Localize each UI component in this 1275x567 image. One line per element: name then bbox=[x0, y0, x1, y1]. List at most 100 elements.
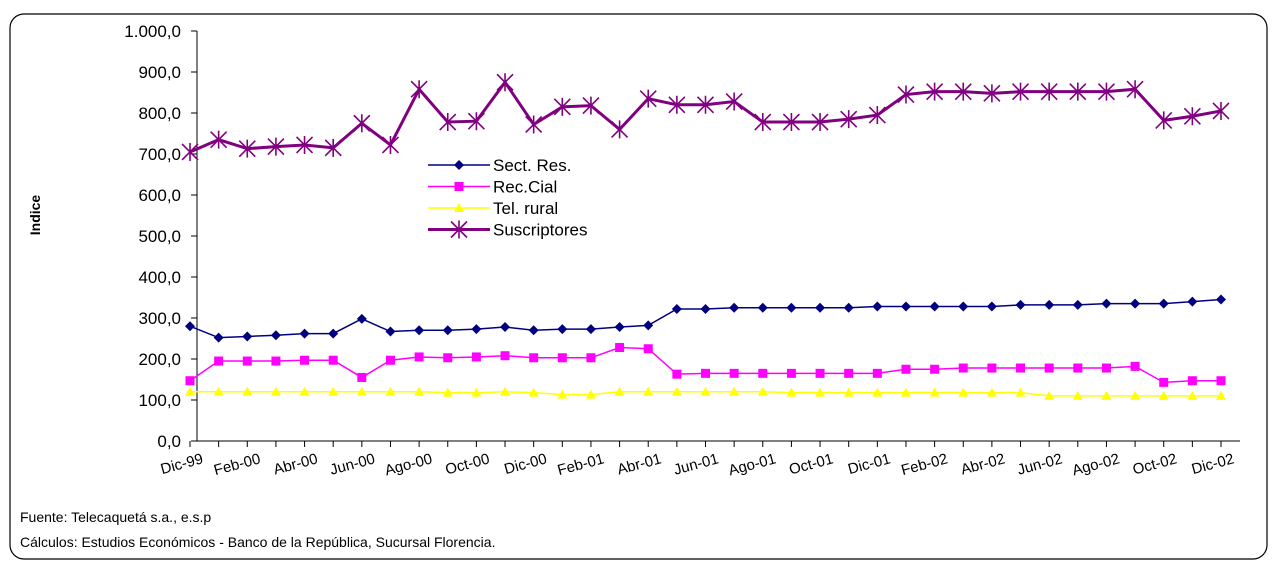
point bbox=[299, 386, 310, 396]
point bbox=[185, 376, 195, 386]
point bbox=[181, 142, 199, 161]
point bbox=[210, 130, 228, 149]
point bbox=[454, 182, 464, 191]
point bbox=[958, 387, 969, 397]
point bbox=[299, 328, 310, 339]
point bbox=[1015, 299, 1026, 310]
point bbox=[242, 386, 253, 396]
point bbox=[986, 387, 997, 397]
point bbox=[553, 97, 571, 116]
point bbox=[1073, 363, 1083, 373]
point bbox=[643, 344, 653, 354]
legend-label: Suscriptores bbox=[493, 221, 587, 240]
point bbox=[668, 95, 686, 114]
legend-label: Rec.Cial bbox=[493, 178, 557, 197]
point bbox=[1130, 298, 1141, 309]
point bbox=[1216, 390, 1226, 400]
point bbox=[414, 386, 425, 396]
point bbox=[585, 389, 596, 399]
point bbox=[442, 387, 453, 397]
point bbox=[696, 95, 715, 114]
point bbox=[754, 113, 772, 132]
point bbox=[815, 368, 825, 378]
point bbox=[1044, 299, 1055, 310]
point bbox=[442, 325, 453, 336]
point bbox=[1097, 82, 1116, 101]
point bbox=[328, 355, 338, 365]
point bbox=[757, 386, 768, 396]
calc-note: Cálculos: Estudios Económicos - Banco de… bbox=[20, 534, 495, 550]
point bbox=[242, 331, 253, 342]
point bbox=[729, 386, 740, 396]
point bbox=[270, 386, 281, 396]
point bbox=[324, 138, 342, 157]
point bbox=[1072, 390, 1083, 400]
y-tick-label: 500,0 bbox=[138, 227, 181, 246]
point bbox=[1072, 299, 1083, 310]
point bbox=[295, 135, 314, 154]
point bbox=[414, 325, 425, 336]
point bbox=[1044, 363, 1054, 373]
point bbox=[267, 137, 285, 156]
point bbox=[1101, 363, 1111, 373]
point bbox=[525, 115, 543, 134]
point bbox=[725, 92, 743, 111]
y-tick-label: 600,0 bbox=[138, 186, 181, 205]
point bbox=[900, 301, 911, 312]
point bbox=[1101, 390, 1112, 400]
legend-label: Tel. rural bbox=[493, 199, 558, 218]
point bbox=[729, 302, 740, 313]
point bbox=[328, 386, 339, 396]
point bbox=[671, 303, 682, 314]
point bbox=[410, 80, 428, 99]
point bbox=[1187, 296, 1198, 307]
point bbox=[700, 386, 711, 396]
point bbox=[1015, 387, 1026, 397]
point bbox=[672, 369, 682, 379]
point bbox=[757, 302, 768, 313]
point bbox=[901, 364, 911, 374]
point bbox=[872, 301, 883, 312]
y-tick-label: 100,0 bbox=[138, 391, 181, 410]
point bbox=[414, 352, 424, 362]
point bbox=[385, 355, 395, 365]
point bbox=[528, 387, 539, 397]
point bbox=[872, 368, 882, 378]
point bbox=[557, 389, 568, 399]
point bbox=[954, 82, 972, 101]
point bbox=[238, 139, 256, 158]
point bbox=[614, 386, 625, 396]
point bbox=[450, 220, 468, 239]
point bbox=[582, 96, 600, 115]
y-tick-label: 700,0 bbox=[138, 145, 181, 164]
point bbox=[270, 330, 281, 341]
point bbox=[454, 160, 464, 170]
point bbox=[811, 113, 829, 132]
point bbox=[1183, 107, 1201, 126]
point bbox=[557, 353, 567, 363]
y-tick-label: 400,0 bbox=[138, 268, 181, 287]
point bbox=[929, 387, 940, 397]
point bbox=[815, 302, 826, 313]
point bbox=[471, 387, 482, 397]
y-tick-label: 200,0 bbox=[138, 350, 181, 369]
y-tick-label: 0,0 bbox=[157, 432, 181, 451]
point bbox=[500, 386, 511, 396]
point bbox=[815, 387, 826, 397]
point bbox=[639, 89, 657, 108]
point bbox=[1216, 376, 1226, 386]
y-tick-label: 1.000,0 bbox=[124, 22, 181, 41]
point bbox=[1212, 101, 1230, 120]
y-tick-label: 900,0 bbox=[138, 63, 181, 82]
point bbox=[300, 355, 310, 365]
point bbox=[1016, 363, 1026, 373]
point bbox=[930, 364, 940, 374]
point bbox=[1216, 294, 1226, 305]
point bbox=[614, 322, 625, 333]
point bbox=[471, 352, 481, 362]
point bbox=[353, 114, 371, 133]
point bbox=[840, 110, 858, 129]
chart-frame bbox=[9, 13, 1268, 560]
point bbox=[958, 301, 969, 312]
